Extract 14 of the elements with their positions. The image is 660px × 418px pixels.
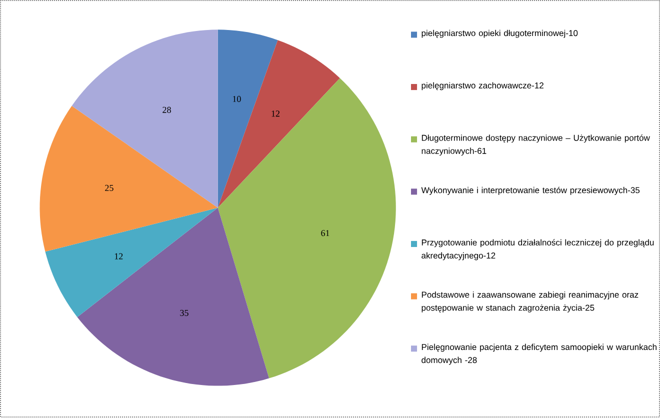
data-label: 10 <box>232 96 241 102</box>
data-label: 12 <box>114 254 123 260</box>
legend-label: Długoterminowe dostępy naczyniowe – Użytkowanie portów naczyniowych-61 <box>422 134 650 156</box>
data-label: 25 <box>105 185 114 192</box>
legend-label: pielęgniarstwo zachowawcze-12 <box>422 82 544 90</box>
legend-label: Pielęgnowanie pacjenta z deficytem samoopieki w warunkach domowych -28 <box>422 344 656 365</box>
data-label: 12 <box>272 110 280 117</box>
legend-label: Przygotowanie podmiotu działalności leczniczej do przeglądu akredytacyjnego-12 <box>422 239 654 260</box>
legend-label: Podstawowe i zaawansowane zabiegi reanimacyjne oraz postępowanie w stanach zagrożenia życia-25 <box>422 292 638 313</box>
legend-label: pielęgniarstwo opieki długoterminowej-10 <box>422 30 578 38</box>
data-label: 35 <box>180 310 188 316</box>
data-label: 61 <box>321 230 330 236</box>
legend-label: Wykonywanie i interpretowanie testów przesiewowych-35 <box>421 187 640 196</box>
data-label: 28 <box>162 107 171 114</box>
